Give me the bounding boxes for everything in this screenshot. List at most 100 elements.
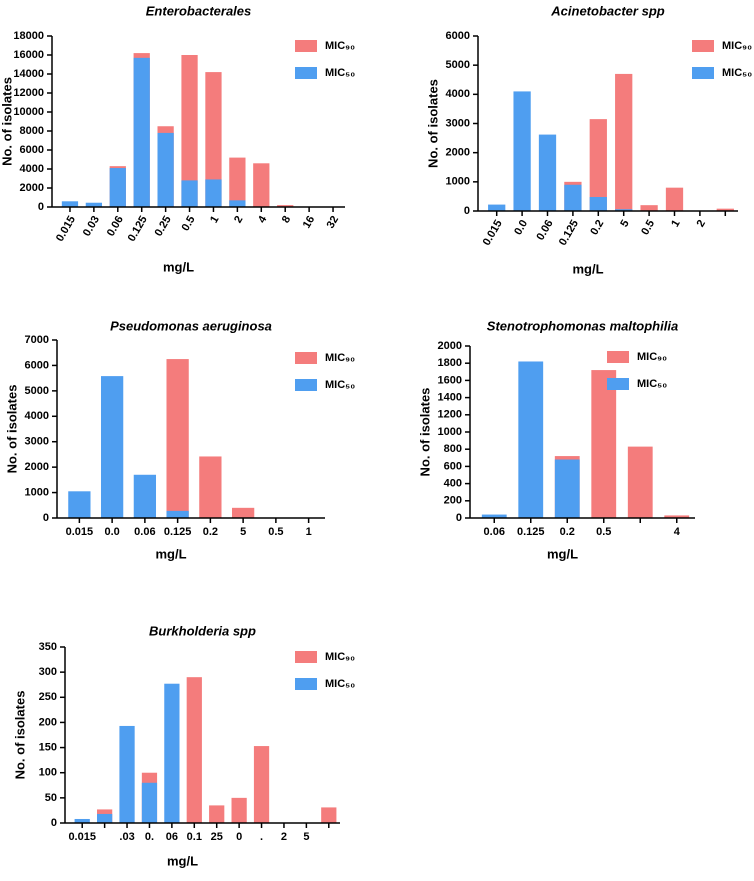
x-tick-label: 1 xyxy=(669,218,682,229)
x-tick-label: 4 xyxy=(674,526,681,538)
y-tick-label: 6000 xyxy=(446,30,470,42)
bar xyxy=(627,446,653,518)
x-tick-label: 8 xyxy=(280,214,293,225)
legend-swatch xyxy=(295,651,317,663)
y-axis-title: No. of isolates xyxy=(12,691,27,780)
legend-swatch xyxy=(607,378,629,390)
bar xyxy=(231,797,247,823)
bar xyxy=(199,456,222,518)
bar xyxy=(513,91,531,211)
x-tick-label: 0.0 xyxy=(512,218,530,237)
legend-label: MIC₉₀ xyxy=(722,40,752,52)
x-tick-label: 0.015 xyxy=(481,218,505,248)
x-tick-label: 0.015 xyxy=(66,526,94,538)
y-axis-title: No. of isolates xyxy=(425,79,440,168)
bar xyxy=(119,725,135,823)
bar xyxy=(554,459,580,518)
bar xyxy=(209,805,225,823)
y-tick-label: 1000 xyxy=(446,176,470,188)
y-tick-label: 3000 xyxy=(446,117,470,129)
y-tick-label: 6000 xyxy=(20,144,44,156)
legend-label: MIC₉₀ xyxy=(637,351,667,363)
y-tick-label: 1000 xyxy=(438,426,462,438)
x-tick-label: 0.125 xyxy=(557,218,581,248)
x-tick-label: 5 xyxy=(303,831,309,843)
legend-label: MIC₅₀ xyxy=(722,67,752,79)
bar xyxy=(61,201,79,207)
y-tick-label: 4000 xyxy=(20,163,44,175)
bar xyxy=(68,491,91,518)
x-tick-label: 0.015 xyxy=(54,214,78,244)
y-tick-label: 200 xyxy=(39,716,57,728)
x-tick-label: 0.03 xyxy=(81,214,102,239)
x-tick-label: 1 xyxy=(306,526,312,538)
y-tick-label: 300 xyxy=(39,666,57,678)
bar xyxy=(205,72,222,207)
bar xyxy=(615,209,633,211)
x-tick-label: 0.06 xyxy=(134,526,155,538)
bar xyxy=(277,205,294,207)
x-tick-label: 16 xyxy=(301,214,318,231)
bar xyxy=(664,515,690,518)
x-tick-label: 0.5 xyxy=(639,218,657,237)
bar xyxy=(85,202,103,207)
bar xyxy=(538,134,557,211)
y-tick-label: 0 xyxy=(38,201,44,213)
x-tick-label: 0.5 xyxy=(180,214,198,233)
legend-label: MIC₉₀ xyxy=(325,651,355,663)
x-tick-label: 0.06 xyxy=(535,218,556,243)
x-tick-label: 5 xyxy=(240,526,246,538)
y-tick-label: 1600 xyxy=(438,374,462,386)
bar xyxy=(205,179,222,207)
bar xyxy=(186,677,202,823)
bar xyxy=(166,510,189,518)
x-tick-label: 25 xyxy=(211,831,223,843)
bar xyxy=(231,507,255,518)
x-tick-label: 0.125 xyxy=(126,214,150,244)
y-tick-label: 3000 xyxy=(25,436,49,448)
x-tick-label: 0.06 xyxy=(484,526,505,538)
y-tick-label: 800 xyxy=(444,443,462,455)
bar xyxy=(229,157,246,207)
legend-swatch xyxy=(295,40,317,52)
chart-title: Enterobacterales xyxy=(146,3,252,18)
y-tick-label: 200 xyxy=(444,495,462,507)
y-tick-label: 4000 xyxy=(446,88,470,100)
bar xyxy=(229,200,246,207)
y-tick-label: 50 xyxy=(45,792,57,804)
y-tick-label: 0 xyxy=(464,205,470,217)
y-axis-title: No. of isolates xyxy=(417,388,432,477)
x-axis-title: mg/L xyxy=(167,853,198,868)
x-tick-label: 2 xyxy=(695,218,708,229)
y-axis-title: No. of isolates xyxy=(0,77,14,166)
y-tick-label: 5000 xyxy=(446,59,470,71)
legend-swatch xyxy=(295,67,317,79)
x-tick-label: 0.5 xyxy=(596,526,611,538)
y-tick-label: 14000 xyxy=(13,68,44,80)
bar xyxy=(488,204,506,211)
x-tick-label: 0.125 xyxy=(517,526,545,538)
bar xyxy=(716,208,734,211)
x-tick-label: 0.2 xyxy=(560,526,575,538)
bar xyxy=(481,514,507,518)
y-tick-label: 0 xyxy=(43,512,49,524)
legend-swatch xyxy=(295,678,317,690)
bar xyxy=(181,55,198,207)
x-tick-label: 2 xyxy=(281,831,287,843)
bar xyxy=(518,361,544,518)
x-tick-label: .03 xyxy=(119,831,134,843)
x-tick-label: 0.2 xyxy=(588,218,606,237)
y-tick-label: 600 xyxy=(444,460,462,472)
y-tick-label: 0 xyxy=(51,817,57,829)
legend-swatch xyxy=(692,40,714,52)
x-tick-label: 0. xyxy=(145,831,154,843)
bar xyxy=(665,187,684,211)
x-tick-label: 2 xyxy=(232,214,245,225)
y-tick-label: 2000 xyxy=(20,182,44,194)
x-tick-label: 06 xyxy=(166,831,178,843)
chart-title: Stenotrophomonas maltophilia xyxy=(487,318,678,333)
x-tick-label: 0.125 xyxy=(164,526,192,538)
bar xyxy=(589,197,607,211)
y-tick-label: 18000 xyxy=(13,30,44,42)
